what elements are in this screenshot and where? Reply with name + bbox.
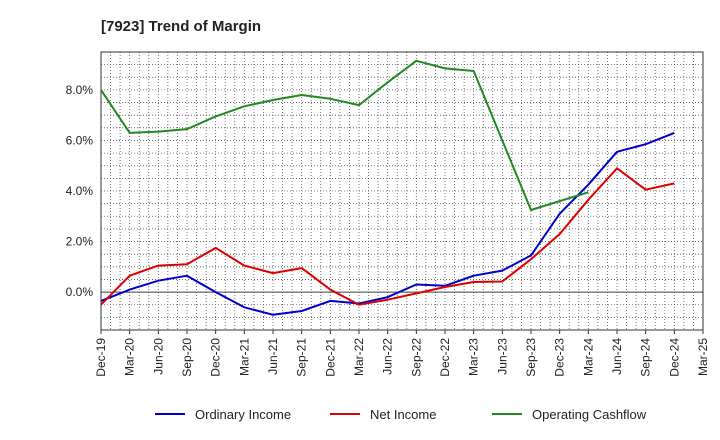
legend-label: Ordinary Income — [195, 407, 291, 422]
y-tick-label: 0.0% — [66, 285, 94, 299]
x-tick-label: Sep-24 — [639, 338, 653, 377]
legend-label: Net Income — [370, 407, 436, 422]
plot-frame — [100, 51, 704, 331]
x-tick-label: Dec-19 — [94, 338, 108, 377]
series-line-operating-cashflow — [100, 59, 589, 211]
x-tick-label: Mar-25 — [696, 338, 710, 376]
x-tick-label: Sep-23 — [524, 338, 538, 377]
y-tick-label: 8.0% — [66, 83, 94, 97]
x-tick-label: Jun-20 — [151, 338, 165, 375]
x-tick-label: Jun-24 — [610, 338, 624, 375]
series-line-net-income — [100, 167, 675, 306]
x-tick-label: Jun-22 — [381, 338, 395, 375]
x-tick-label: Dec-21 — [323, 338, 337, 377]
plot-area: 0.0% 2.0% 4.0% 6.0% 8.0% Dec-19 Mar-20 Jun-20 Se… — [66, 51, 710, 377]
x-tick-label: Mar-24 — [581, 338, 595, 376]
y-tick-label: 2.0% — [66, 235, 94, 249]
x-tick-label: Dec-23 — [553, 338, 567, 377]
x-tick-label: Jun-21 — [266, 338, 280, 375]
x-tick-label: Mar-20 — [123, 338, 137, 376]
x-tick-label: Mar-21 — [237, 338, 251, 376]
x-tick-label: Sep-22 — [409, 338, 423, 377]
y-tick-label: 4.0% — [66, 184, 94, 198]
x-tick-label: Dec-20 — [209, 338, 223, 377]
y-tick-label: 6.0% — [66, 133, 94, 147]
x-tick-label: Mar-23 — [467, 338, 481, 376]
legend: Ordinary Income Net Income Operating Cashf… — [155, 407, 647, 422]
x-tick-label: Jun-23 — [495, 338, 509, 375]
legend-label: Operating Cashflow — [532, 407, 647, 422]
chart-title: [7923] Trend of Margin — [101, 18, 261, 35]
x-tick-label: Sep-21 — [295, 338, 309, 377]
x-tick-label: Sep-20 — [180, 338, 194, 377]
x-tick-label: Dec-24 — [667, 338, 681, 377]
x-tick-label: Mar-22 — [352, 338, 366, 376]
x-tick-label: Dec-22 — [438, 338, 452, 377]
